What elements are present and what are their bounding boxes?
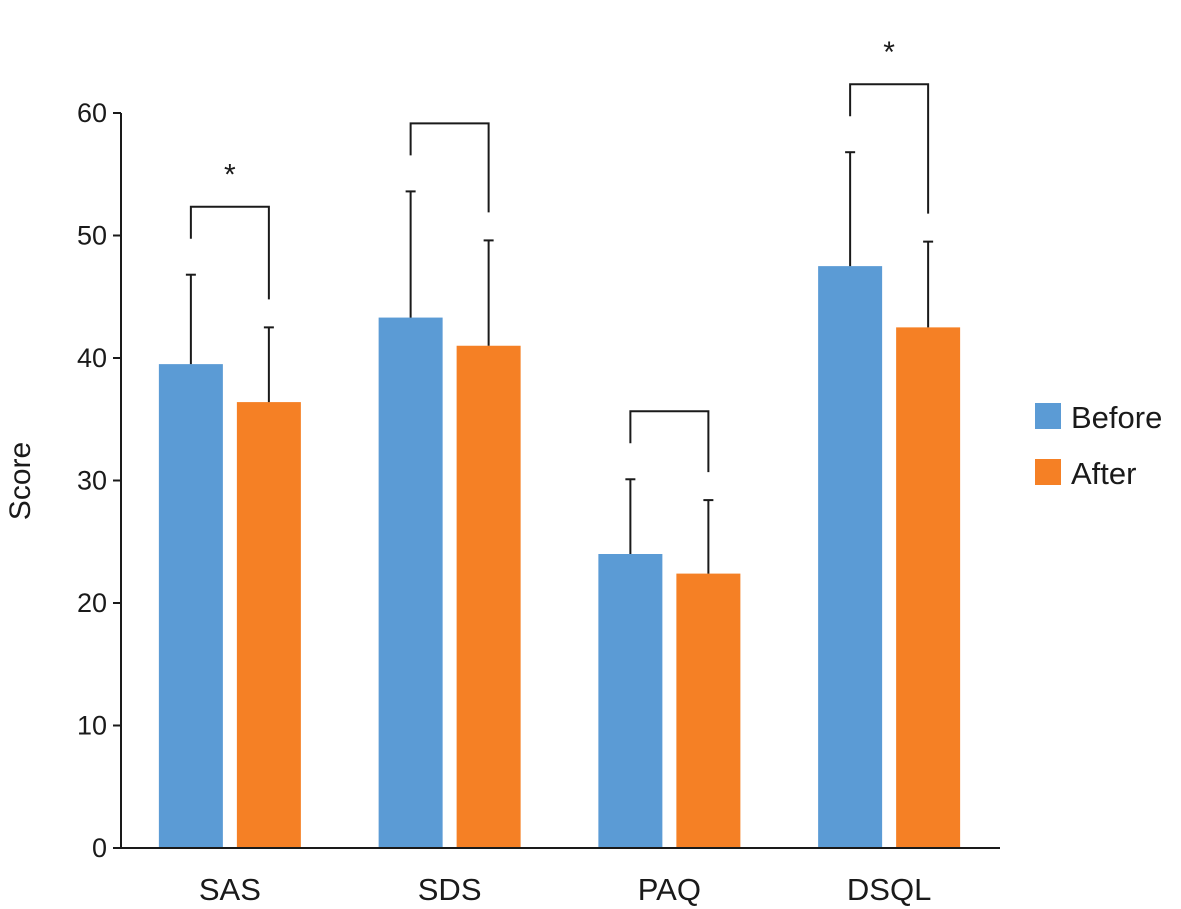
legend-label-after: After xyxy=(1071,456,1136,491)
x-category-label: PAQ xyxy=(638,872,701,907)
y-tick-label: 20 xyxy=(77,588,107,618)
legend-swatch-before xyxy=(1035,403,1061,429)
bar-after-sas xyxy=(236,402,301,848)
y-tick-label: 40 xyxy=(77,343,107,373)
bar-after-paq xyxy=(676,573,741,848)
y-tick-label: 50 xyxy=(77,221,107,251)
x-category-label: SDS xyxy=(418,872,482,907)
significance-bracket-sds xyxy=(409,122,490,213)
significance-brackets-layer: ** xyxy=(189,36,930,473)
legend-swatch-after xyxy=(1035,459,1061,485)
significance-bracket-paq xyxy=(629,410,710,473)
significance-bracket-sas xyxy=(189,205,270,300)
bar-before-dsql xyxy=(818,266,883,848)
bar-before-sas xyxy=(158,364,223,848)
x-category-label: SAS xyxy=(199,872,261,907)
y-tick-label: 60 xyxy=(77,98,107,128)
x-category-labels: SAS SDS PAQ DSQL xyxy=(199,872,931,907)
bar-after-sds xyxy=(456,345,521,848)
significance-star-dsql: * xyxy=(883,36,895,69)
y-ticks-layer: 0 10 20 30 40 50 60 xyxy=(77,98,121,863)
y-axis-title: Score xyxy=(4,442,37,520)
significance-bracket-dsql xyxy=(849,83,930,214)
y-tick-label: 0 xyxy=(92,833,107,863)
error-bars-layer xyxy=(185,151,934,574)
x-category-label: DSQL xyxy=(847,872,931,907)
bar-before-sds xyxy=(378,317,443,848)
bar-after-dsql xyxy=(896,327,961,848)
bars-layer xyxy=(158,266,961,848)
y-tick-label: 10 xyxy=(77,711,107,741)
legend: Before After xyxy=(1035,400,1162,491)
y-tick-label: 30 xyxy=(77,466,107,496)
legend-label-before: Before xyxy=(1071,400,1162,435)
significance-star-sas: * xyxy=(224,159,236,192)
bar-before-paq xyxy=(598,554,663,848)
